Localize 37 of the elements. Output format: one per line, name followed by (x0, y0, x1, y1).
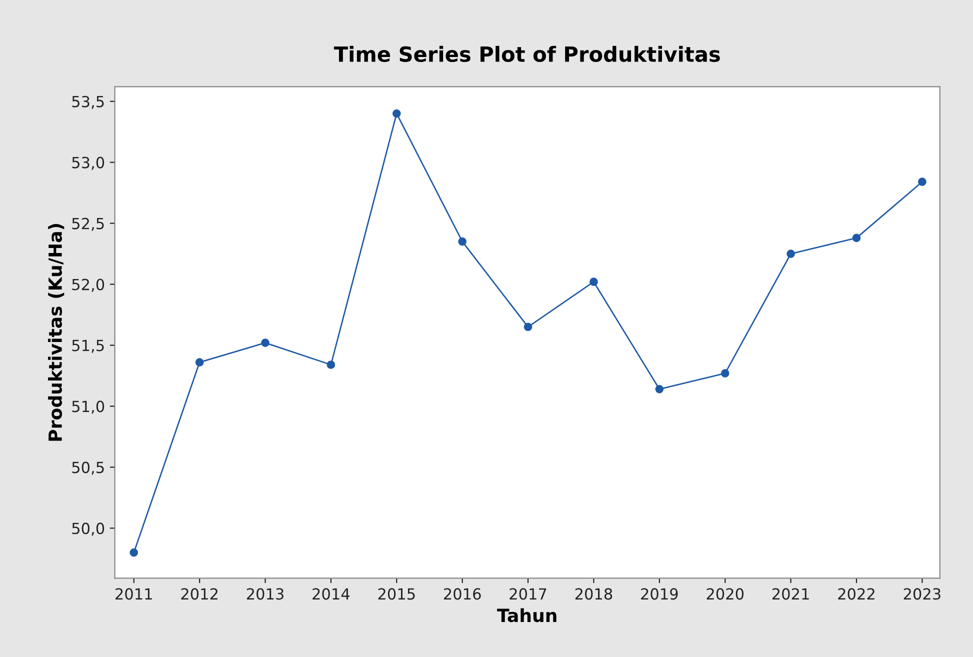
y-tick-label: 52,5 (72, 218, 104, 231)
y-tick-label: 50,5 (72, 462, 104, 475)
point (590, 278, 598, 286)
y-tick-label: 53,0 (72, 156, 104, 170)
y-axis-title: Produktivitas (Ku/Ha) (48, 224, 64, 441)
x-tick-label: 2018 (575, 588, 612, 600)
point (655, 384, 664, 394)
point (786, 250, 795, 258)
y-tick-label: 52,0 (72, 278, 104, 292)
point (261, 338, 270, 347)
x-tick-label: 2012 (181, 588, 218, 600)
x-axis-title: Tahun (497, 608, 556, 622)
y-tick-label: 50,0 (72, 522, 104, 536)
point (326, 360, 336, 369)
x-tick-label: 2017 (510, 588, 546, 600)
point (720, 369, 730, 378)
x-tick-label: 2013 (246, 588, 284, 600)
x-tick-label: 2019 (641, 588, 678, 600)
point (852, 234, 861, 242)
point (195, 358, 204, 366)
x-tick-label: 2023 (904, 588, 940, 600)
point (130, 548, 138, 557)
point (918, 178, 926, 186)
x-tick-label: 2022 (838, 588, 874, 600)
x-tick-label: 2014 (312, 588, 350, 600)
x-tick-label: 2020 (706, 588, 744, 600)
point (392, 109, 401, 118)
x-tick-label: 2021 (772, 588, 809, 600)
x-tick-label: 2015 (378, 588, 415, 600)
point (458, 237, 466, 246)
x-tick-label: 2016 (444, 588, 481, 600)
y-tick-label: 51,0 (72, 400, 104, 414)
x-tick-label: 2011 (116, 588, 152, 600)
y-tick-label: 53,5 (72, 96, 104, 109)
chart-title: Time Series Plot of Produktivitas (334, 46, 720, 62)
y-tick-label: 51,5 (72, 340, 104, 353)
point (524, 322, 532, 332)
